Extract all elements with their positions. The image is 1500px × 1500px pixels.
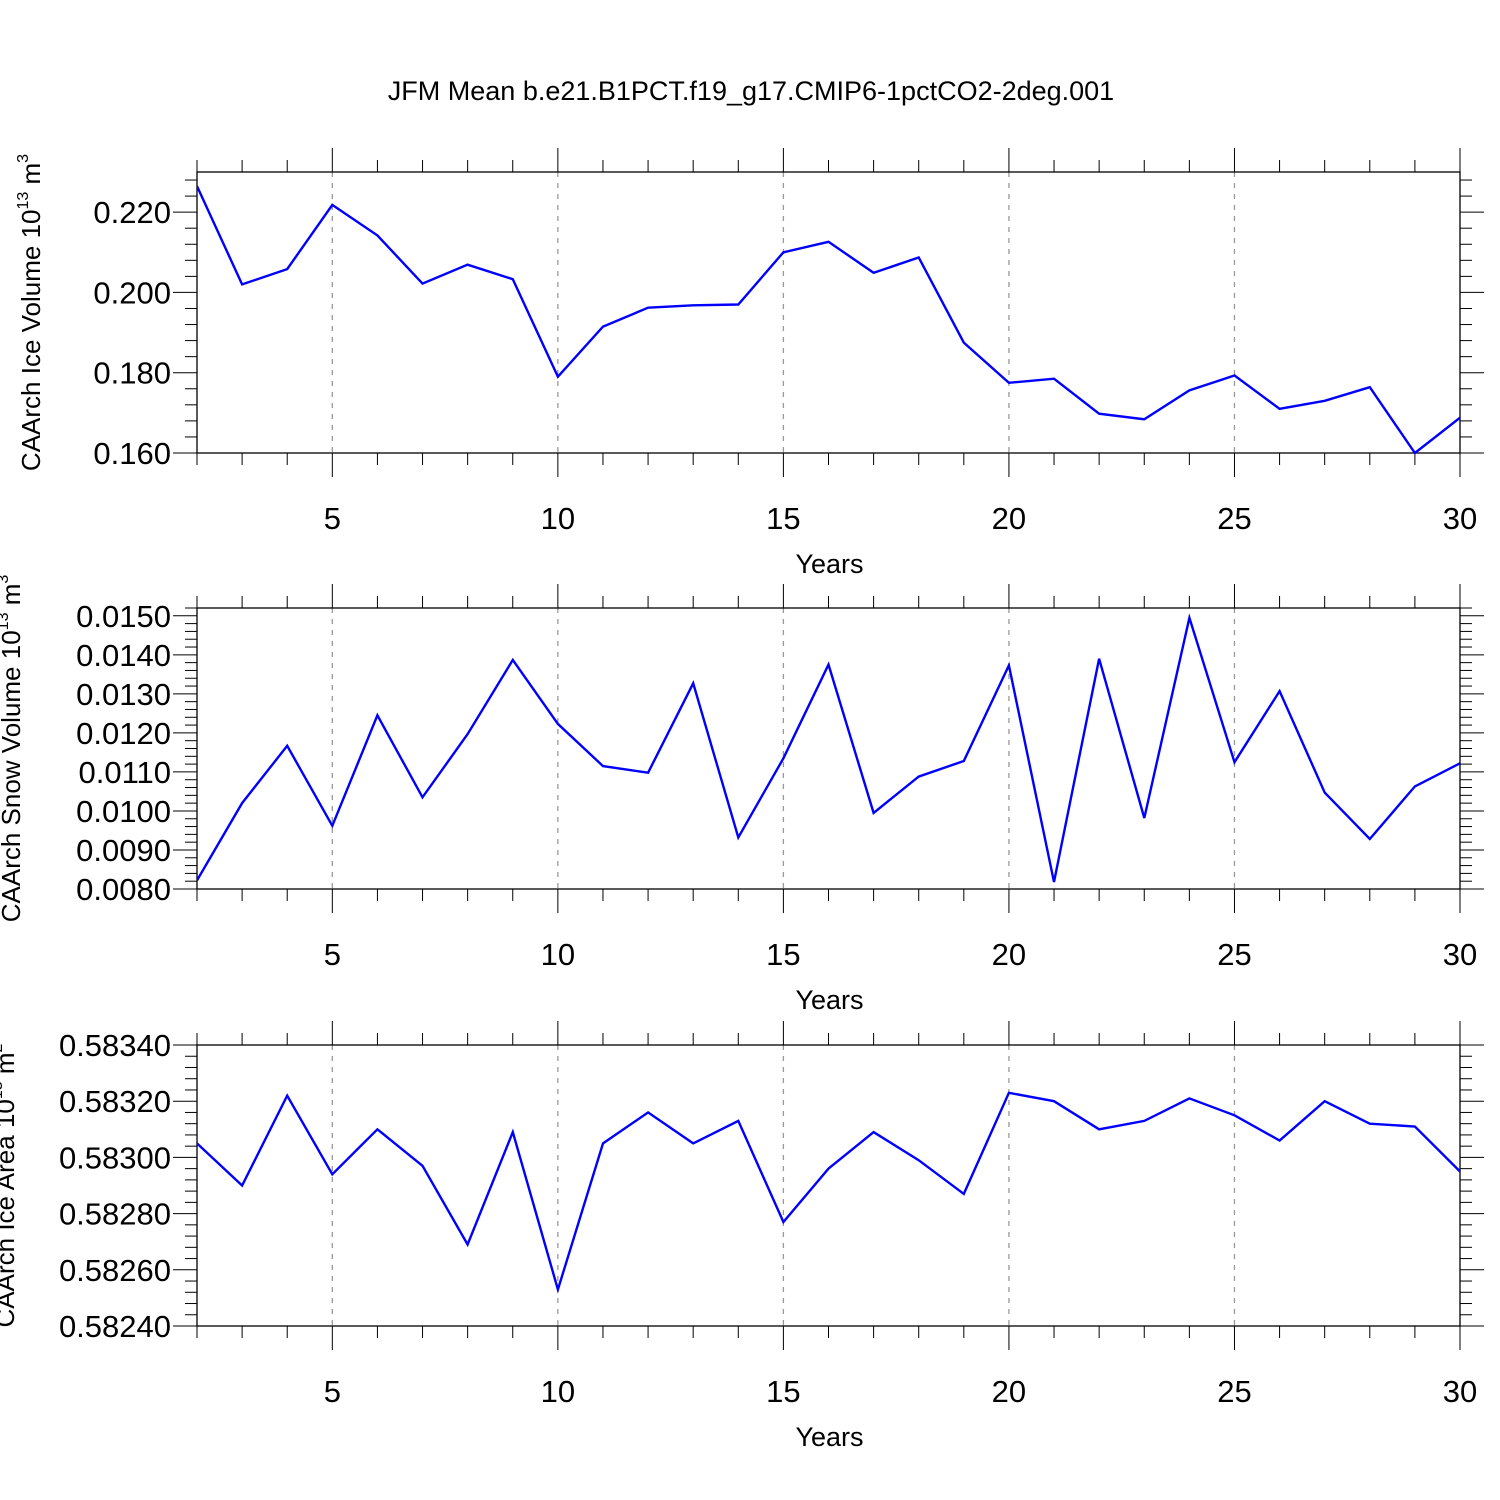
x-tick-label: 15	[766, 1374, 800, 1409]
y-tick-label: 0.200	[93, 275, 171, 310]
panels: 0.160 0.180 0.200 0.220 5 10 15 20 25 30 Years CAAr…	[0, 148, 1484, 1452]
y-tick-label: 0.58260	[59, 1253, 171, 1288]
x-tick-label: 30	[1443, 1374, 1477, 1409]
chart-title: JFM Mean b.e21.B1PCT.f19_g17.CMIP6-1pctC…	[388, 76, 1114, 106]
y-axis-label: CAArch Ice Volume 1013 m3	[15, 154, 46, 471]
y-tick-label: 0.58300	[59, 1140, 171, 1175]
y-tick-label: 0.58340	[59, 1028, 171, 1063]
y-tick-label: 0.0120	[76, 716, 171, 751]
series-line	[197, 613, 1460, 883]
series-line	[197, 1091, 1460, 1294]
x-tick-label: 10	[541, 1374, 575, 1409]
y-tick-label: 0.0130	[76, 677, 171, 712]
x-tick-label: 15	[766, 501, 800, 536]
plot-frame	[196, 607, 1461, 890]
y-tick-label: 0.0080	[76, 872, 171, 907]
x-tick-label: 25	[1217, 937, 1251, 972]
plot-frame	[196, 1044, 1461, 1327]
y-tick-label: 0.180	[93, 356, 171, 391]
x-axis-label: Years	[795, 549, 863, 579]
x-tick-label: 15	[766, 937, 800, 972]
x-tick-label: 30	[1443, 501, 1477, 536]
x-axis-label: Years	[795, 1422, 863, 1452]
panel-2: 0.0080 0.0090 0.0100 0.0110 0.0120 0.0130 0.01…	[0, 575, 1484, 1015]
y-tick-label: 0.0090	[76, 833, 171, 868]
x-tick-label: 5	[324, 937, 341, 972]
x-tick-label: 20	[992, 501, 1026, 536]
x-tick-label: 25	[1217, 1374, 1251, 1409]
x-tick-label: 5	[324, 501, 341, 536]
series-line	[197, 185, 1460, 455]
y-axis-label: CAArch Snow Volume 1013 m3	[0, 575, 26, 923]
y-tick-label: 0.58240	[59, 1309, 171, 1344]
y-tick-label: 0.0100	[76, 794, 171, 829]
y-axis-label: CAArch Ice Area 1013 m2	[0, 1043, 20, 1327]
y-tick-label: 0.0150	[76, 599, 171, 634]
x-tick-label: 20	[992, 937, 1026, 972]
y-tick-label: 0.220	[93, 195, 171, 230]
x-tick-label: 30	[1443, 937, 1477, 972]
panel-3: 0.58240 0.58260 0.58280 0.58300 0.58320 0.583…	[0, 1021, 1484, 1452]
x-tick-label: 25	[1217, 501, 1251, 536]
y-tick-label: 0.58320	[59, 1084, 171, 1119]
y-tick-label: 0.160	[93, 436, 171, 471]
x-axis-label: Years	[795, 985, 863, 1015]
y-tick-label: 0.0140	[76, 638, 171, 673]
x-tick-label: 10	[541, 501, 575, 536]
plot-frame	[196, 171, 1461, 454]
x-tick-label: 20	[992, 1374, 1026, 1409]
y-tick-label: 0.58280	[59, 1197, 171, 1232]
panel-1: 0.160 0.180 0.200 0.220 5 10 15 20 25 30 Years CAAr…	[15, 148, 1484, 579]
y-tick-label: 0.0110	[78, 755, 171, 790]
x-tick-label: 10	[541, 937, 575, 972]
x-tick-label: 5	[324, 1374, 341, 1409]
